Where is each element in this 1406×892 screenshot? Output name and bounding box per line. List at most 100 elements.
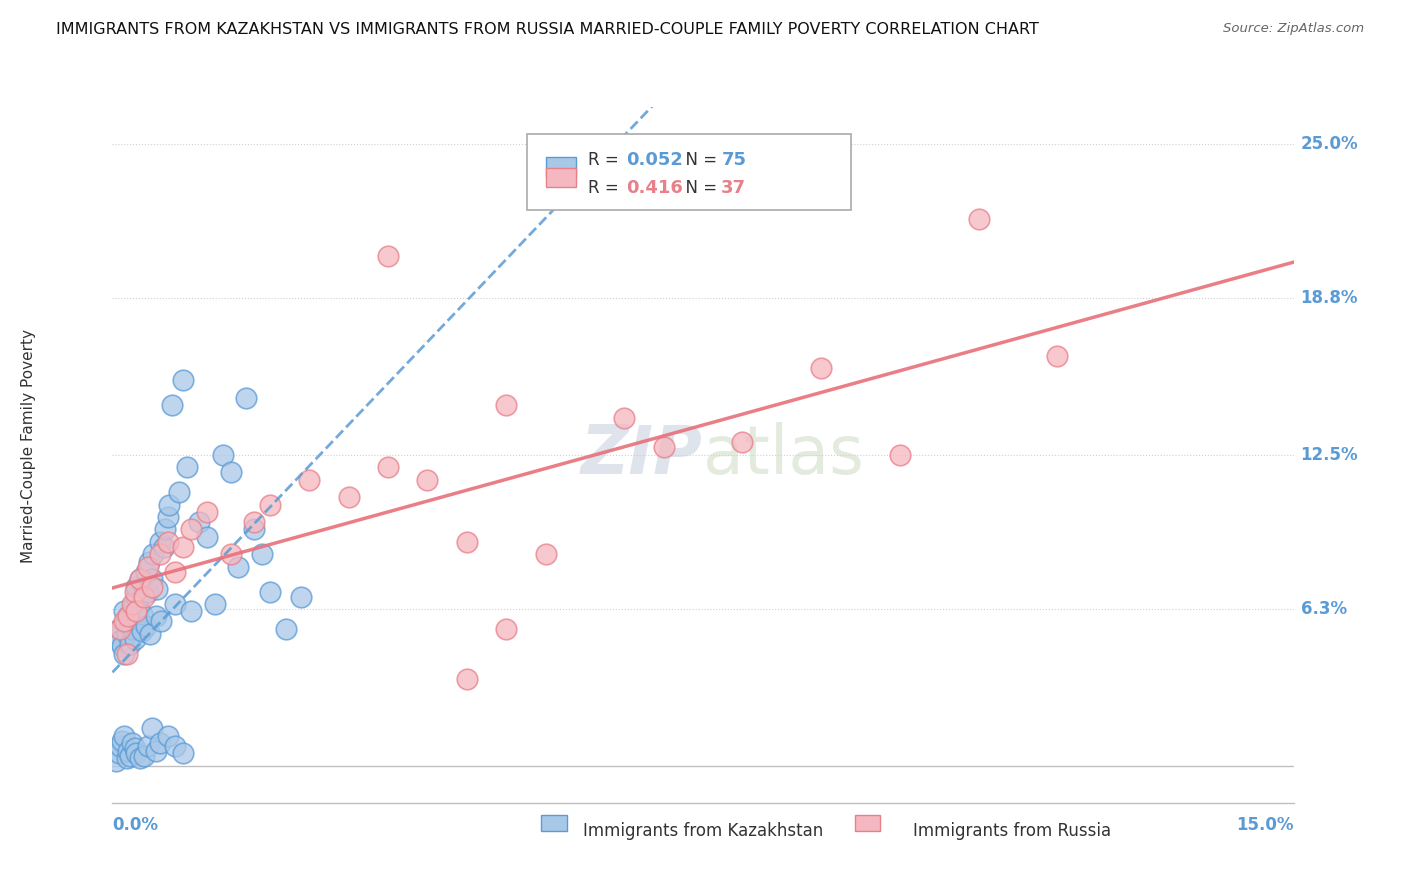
Point bbox=[298, 473, 321, 487]
Point bbox=[127, 602, 149, 616]
Point bbox=[180, 605, 202, 619]
Point bbox=[105, 629, 128, 643]
Point bbox=[124, 632, 146, 646]
Point bbox=[115, 615, 138, 629]
Point bbox=[180, 523, 202, 537]
Point bbox=[118, 637, 141, 651]
Point bbox=[121, 597, 143, 611]
Text: 25.0%: 25.0% bbox=[1301, 136, 1358, 153]
Point bbox=[136, 739, 159, 753]
Point bbox=[121, 736, 143, 750]
Point bbox=[129, 572, 152, 586]
Point bbox=[652, 441, 675, 455]
Text: 0.0%: 0.0% bbox=[112, 816, 159, 834]
Point bbox=[110, 739, 132, 753]
Point bbox=[131, 624, 153, 639]
Point bbox=[235, 391, 257, 405]
Text: 37: 37 bbox=[721, 179, 747, 197]
Point bbox=[250, 547, 273, 561]
Point bbox=[259, 498, 281, 512]
Point bbox=[141, 580, 163, 594]
Point bbox=[112, 729, 135, 743]
Point bbox=[125, 605, 148, 619]
Point bbox=[118, 616, 141, 631]
Point bbox=[165, 565, 187, 579]
Point bbox=[219, 466, 242, 480]
Point bbox=[967, 211, 990, 226]
Point bbox=[115, 627, 138, 641]
Point bbox=[139, 627, 162, 641]
Point bbox=[377, 460, 399, 475]
Point bbox=[211, 448, 233, 462]
Point bbox=[416, 473, 439, 487]
Point bbox=[136, 584, 159, 599]
Point bbox=[115, 647, 138, 661]
Point bbox=[160, 398, 183, 412]
Point bbox=[129, 572, 152, 586]
Text: atlas: atlas bbox=[703, 422, 863, 488]
Point bbox=[534, 547, 557, 561]
Point bbox=[125, 746, 148, 760]
Point bbox=[107, 746, 129, 760]
Text: Immigrants from Kazakhstan: Immigrants from Kazakhstan bbox=[583, 822, 823, 840]
Point bbox=[125, 580, 148, 594]
Point bbox=[172, 746, 194, 760]
Text: ZIP: ZIP bbox=[581, 422, 703, 488]
Point bbox=[115, 751, 138, 765]
Point bbox=[136, 559, 159, 574]
Point bbox=[156, 729, 179, 743]
Point bbox=[172, 540, 194, 554]
Point bbox=[889, 448, 911, 462]
Point bbox=[118, 748, 141, 763]
Text: N =: N = bbox=[675, 179, 723, 197]
Point bbox=[259, 584, 281, 599]
Point bbox=[117, 609, 139, 624]
Point bbox=[110, 622, 132, 636]
Point bbox=[731, 435, 754, 450]
Point bbox=[117, 744, 139, 758]
Text: 18.8%: 18.8% bbox=[1301, 289, 1358, 308]
Point bbox=[274, 622, 297, 636]
Point bbox=[155, 523, 177, 537]
Text: 0.052: 0.052 bbox=[626, 151, 682, 169]
Point bbox=[127, 612, 149, 626]
Point bbox=[131, 607, 153, 621]
Point bbox=[132, 748, 155, 763]
Point bbox=[810, 361, 832, 376]
Text: N =: N = bbox=[675, 151, 723, 169]
Point bbox=[243, 523, 266, 537]
Point bbox=[132, 590, 155, 604]
Point bbox=[149, 736, 172, 750]
Point bbox=[613, 410, 636, 425]
Point bbox=[188, 515, 211, 529]
Text: Immigrants from Russia: Immigrants from Russia bbox=[914, 822, 1111, 840]
Point bbox=[135, 565, 157, 579]
Point bbox=[112, 605, 135, 619]
Text: 15.0%: 15.0% bbox=[1236, 816, 1294, 834]
Point bbox=[456, 672, 478, 686]
Point bbox=[495, 622, 517, 636]
Point bbox=[124, 741, 146, 756]
Point bbox=[495, 398, 517, 412]
Point bbox=[111, 639, 134, 653]
Point bbox=[145, 609, 167, 624]
Point bbox=[121, 622, 143, 636]
Point bbox=[165, 739, 187, 753]
Text: IMMIGRANTS FROM KAZAKHSTAN VS IMMIGRANTS FROM RUSSIA MARRIED-COUPLE FAMILY POVER: IMMIGRANTS FROM KAZAKHSTAN VS IMMIGRANTS… bbox=[56, 22, 1039, 37]
Point bbox=[156, 510, 179, 524]
Point bbox=[219, 547, 242, 561]
Point bbox=[1046, 349, 1069, 363]
Point bbox=[112, 615, 135, 629]
Point bbox=[129, 751, 152, 765]
Text: 6.3%: 6.3% bbox=[1301, 600, 1347, 618]
Point bbox=[110, 634, 132, 648]
Point bbox=[122, 597, 145, 611]
Point bbox=[149, 547, 172, 561]
Point bbox=[337, 490, 360, 504]
Point bbox=[195, 505, 218, 519]
Point bbox=[105, 754, 128, 768]
Point bbox=[195, 530, 218, 544]
Point bbox=[156, 534, 179, 549]
Point bbox=[107, 622, 129, 636]
Point bbox=[125, 590, 148, 604]
